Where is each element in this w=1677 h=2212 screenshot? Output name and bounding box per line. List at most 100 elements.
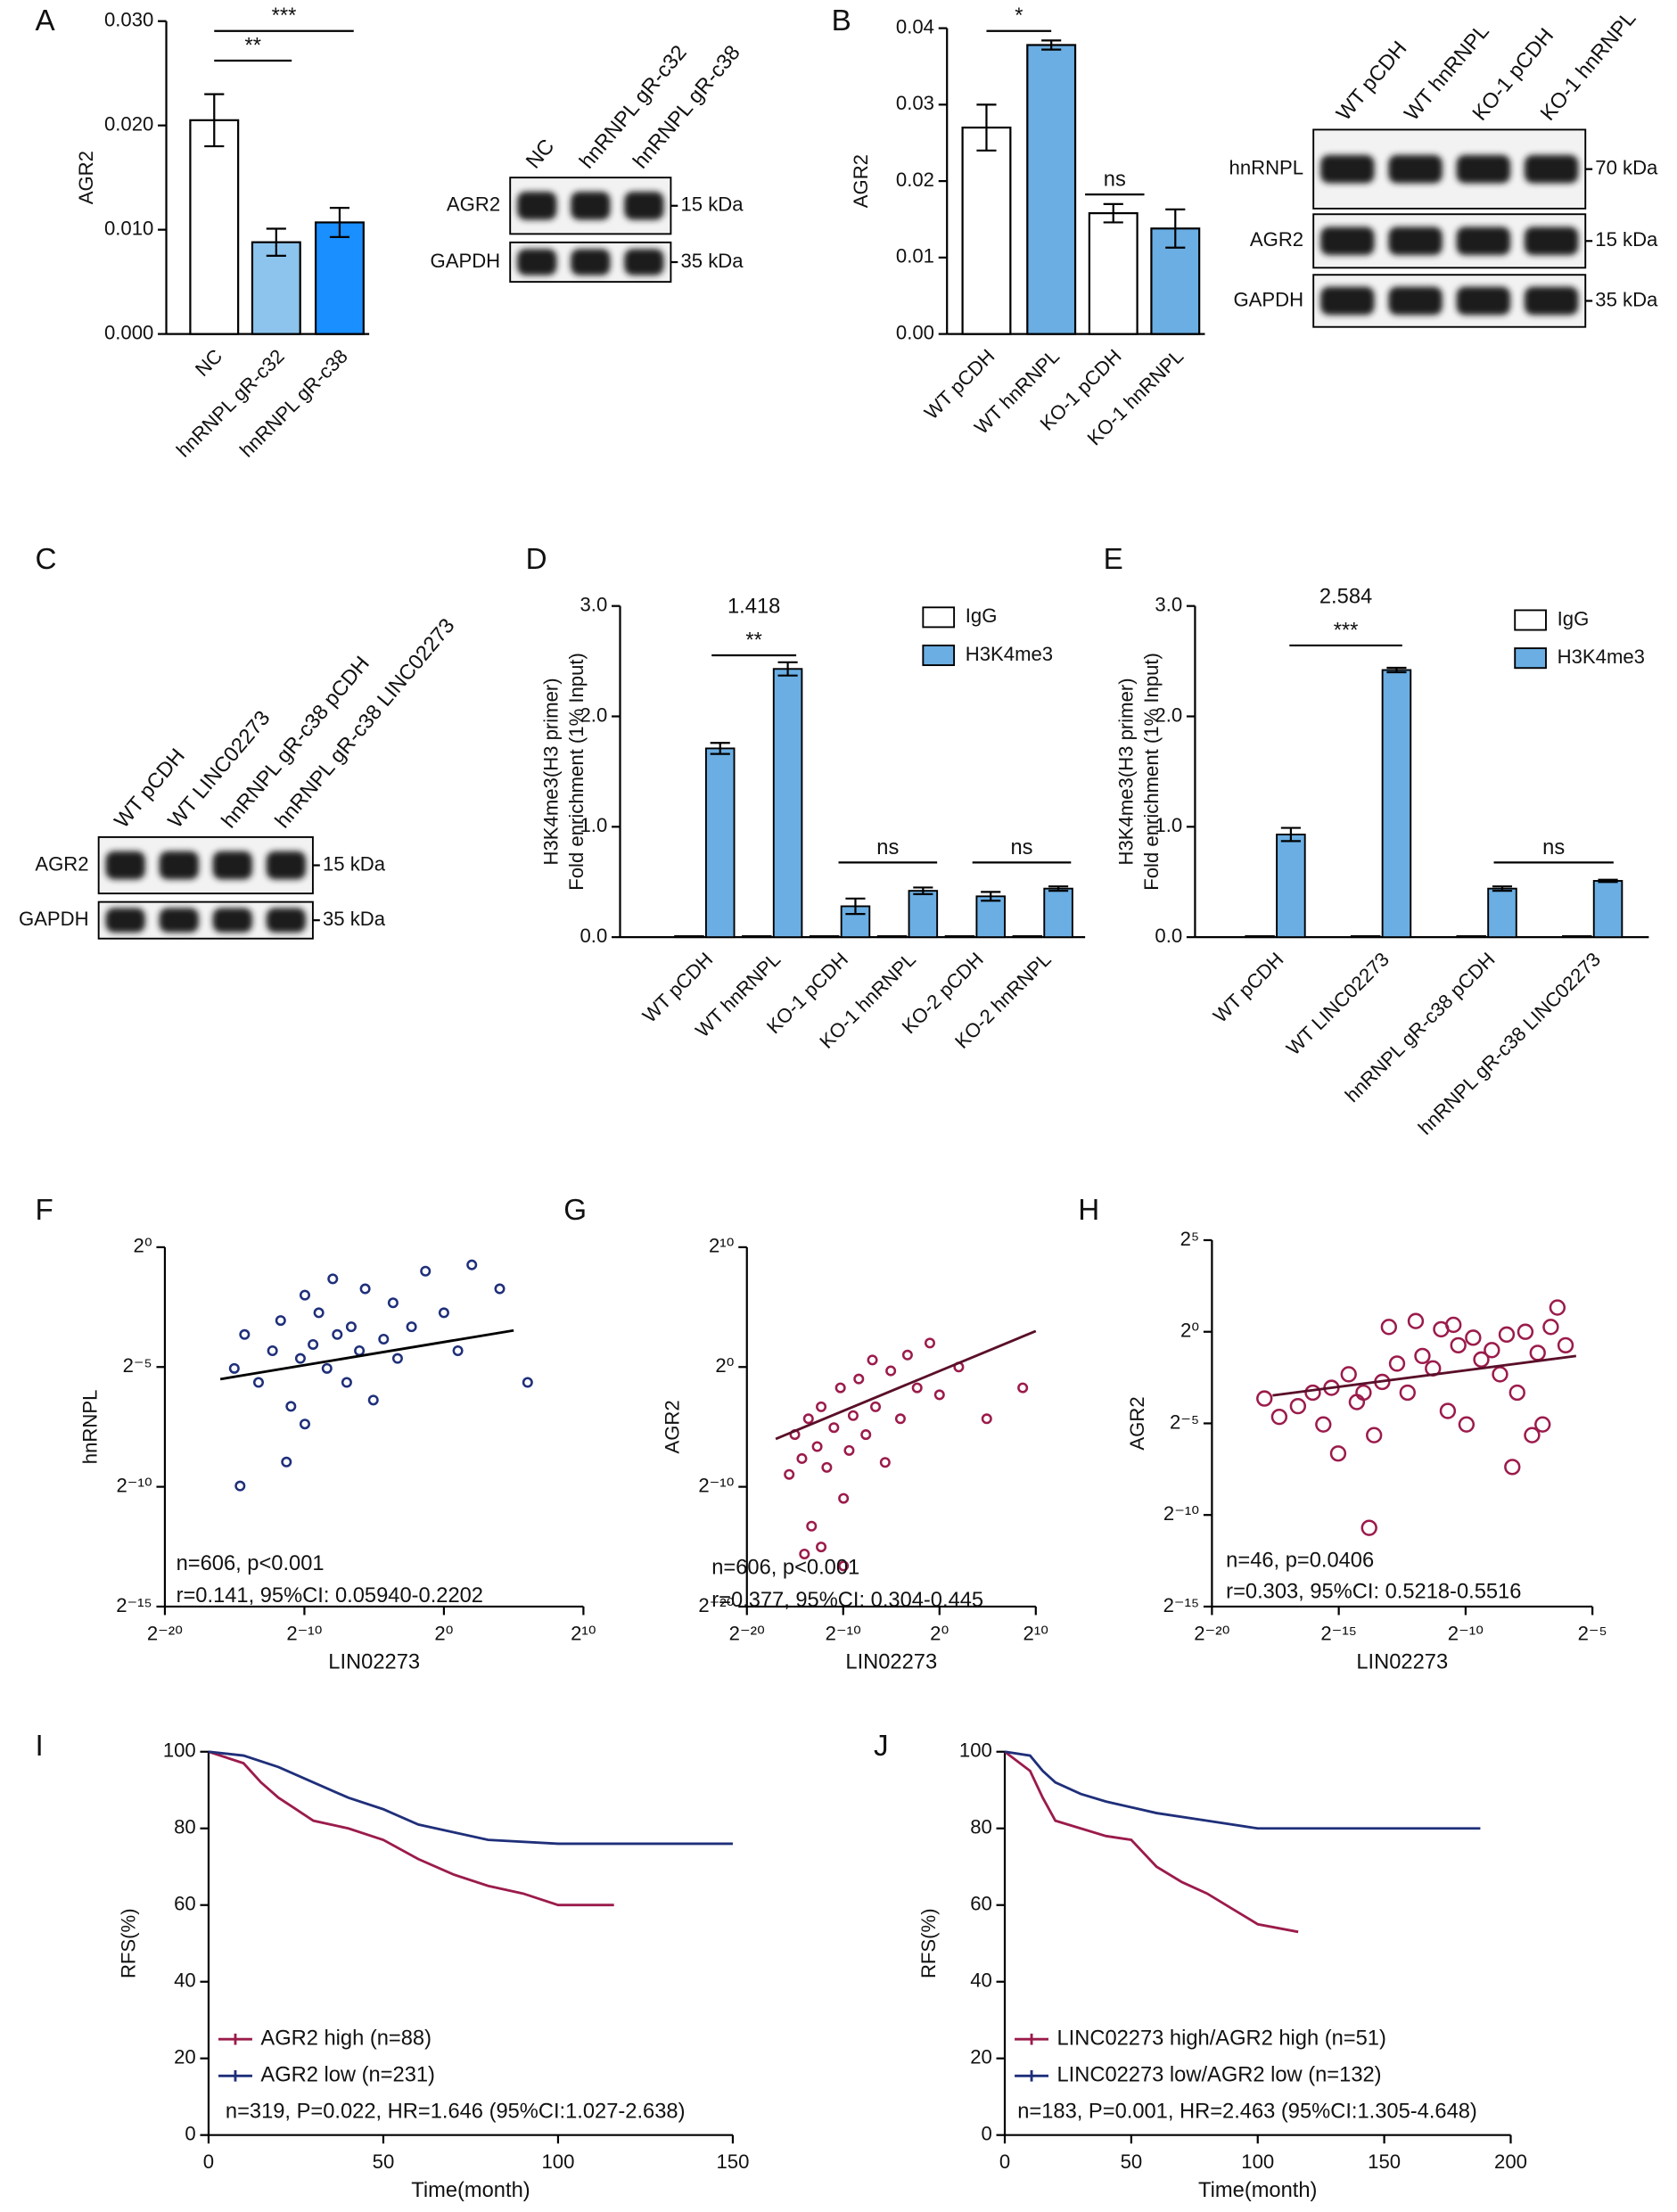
bar xyxy=(1012,934,1043,939)
bar xyxy=(1381,669,1412,939)
trend-line xyxy=(1272,1354,1577,1397)
point xyxy=(294,1353,306,1364)
y-tick-label: 0.03 xyxy=(896,92,934,114)
significance-label: 1.418 xyxy=(728,596,780,619)
stat-note: n=183, P=0.001, HR=2.463 (95%CI:1.305-4.… xyxy=(1017,2101,1477,2124)
point xyxy=(267,1345,278,1357)
legend-label: H3K4me3 xyxy=(1558,646,1645,668)
y-tick-label: 0.0 xyxy=(580,925,608,947)
point xyxy=(1439,1402,1457,1419)
significance-label: ns xyxy=(876,836,899,859)
blot-band xyxy=(212,908,252,933)
point xyxy=(1473,1351,1490,1369)
point xyxy=(784,1468,795,1480)
point xyxy=(981,1413,992,1425)
bar xyxy=(944,934,975,939)
x-tick-label: 50 xyxy=(373,2150,395,2173)
point xyxy=(1399,1384,1416,1402)
legend-label: H3K4me3 xyxy=(966,643,1053,665)
point xyxy=(838,1560,850,1572)
panel-letter: H xyxy=(1078,1194,1099,1227)
bar xyxy=(1088,212,1139,335)
blot-band xyxy=(1320,226,1375,256)
x-tick-label: 2⁻¹⁰ xyxy=(286,1622,322,1644)
stat-note: r=0.303, 95%CI: 0.5218-0.5516 xyxy=(1226,1580,1521,1603)
point xyxy=(1304,1384,1321,1402)
point xyxy=(1407,1312,1425,1329)
point xyxy=(1534,1416,1551,1433)
blot-band xyxy=(517,191,557,220)
point xyxy=(1256,1390,1273,1407)
point xyxy=(1388,1355,1406,1372)
point xyxy=(1366,1427,1383,1443)
bar xyxy=(1592,880,1624,939)
point xyxy=(821,1461,833,1473)
blot-band xyxy=(1456,226,1511,256)
legend-label: IgG xyxy=(1558,607,1590,629)
point xyxy=(816,1401,827,1412)
x-axis-label: Time(month) xyxy=(1198,2179,1317,2202)
point xyxy=(494,1283,506,1295)
y-tick-label: 20 xyxy=(970,2046,992,2068)
y-axis-label: AGR2 xyxy=(661,1400,683,1453)
point xyxy=(321,1362,333,1374)
y-tick-label: 0 xyxy=(185,2123,195,2145)
y-tick-label: 2⁻¹⁵ xyxy=(1163,1594,1200,1616)
point xyxy=(332,1328,343,1340)
y-tick-label: 2⁰ xyxy=(1180,1320,1199,1342)
y-axis-label: AGR2 xyxy=(1126,1396,1148,1450)
x-tick-label: 2⁻²⁰ xyxy=(729,1622,765,1644)
y-tick-label: 80 xyxy=(970,1816,992,1838)
stat-note: r=0.377, 95%CI: 0.304-0.445 xyxy=(711,1589,983,1612)
blot-band xyxy=(1524,286,1579,316)
x-tick-label: 2⁻¹⁰ xyxy=(826,1622,861,1644)
point xyxy=(860,1429,872,1441)
point xyxy=(847,1410,859,1421)
point xyxy=(802,1413,814,1425)
point xyxy=(911,1382,923,1394)
point xyxy=(313,1307,325,1319)
x-tick-label: 150 xyxy=(1368,2150,1401,2173)
point xyxy=(894,1413,906,1425)
blot-band xyxy=(266,908,307,933)
legend-swatch xyxy=(922,644,956,667)
point xyxy=(1542,1319,1559,1336)
x-axis-label: Time(month) xyxy=(411,2179,530,2202)
blot-row-label: GAPDH xyxy=(19,908,89,930)
bar xyxy=(189,119,240,335)
blot-band xyxy=(266,851,307,880)
blot-band xyxy=(159,851,199,880)
y-tick-label: 40 xyxy=(970,1969,992,1992)
x-tick-label: 100 xyxy=(542,2150,575,2173)
panel-letter: G xyxy=(563,1194,587,1227)
point xyxy=(391,1353,403,1364)
y-tick-label: 0.00 xyxy=(896,321,934,343)
panel-letter: A xyxy=(36,4,56,37)
x-tick-label: 2⁻²⁰ xyxy=(1194,1622,1229,1644)
panel-letter: F xyxy=(36,1194,53,1227)
x-tick-label: 150 xyxy=(717,2150,750,2173)
blot-band xyxy=(1524,226,1579,256)
point xyxy=(275,1315,286,1327)
point xyxy=(1017,1382,1029,1394)
y-tick-label: 60 xyxy=(970,1893,992,1915)
bar xyxy=(876,934,908,939)
significance-label: 2.584 xyxy=(1319,585,1372,608)
stat-note: n=46, p=0.0406 xyxy=(1226,1550,1374,1573)
point xyxy=(327,1273,339,1285)
y-axis-label: AGR2 xyxy=(850,154,872,208)
point xyxy=(341,1377,352,1388)
point xyxy=(252,1377,264,1388)
point xyxy=(843,1444,855,1456)
significance-label: ns xyxy=(1104,169,1126,192)
y-axis-label: Fold enrichment (1% Input) xyxy=(565,653,588,891)
y-tick-label: 1.0 xyxy=(580,814,608,836)
point xyxy=(378,1333,390,1344)
point xyxy=(1484,1342,1500,1359)
y-tick-label: 20 xyxy=(174,2046,196,2068)
bar xyxy=(908,890,939,939)
x-tick-label: 2⁰ xyxy=(434,1622,453,1644)
y-tick-label: 2⁰ xyxy=(715,1354,734,1377)
